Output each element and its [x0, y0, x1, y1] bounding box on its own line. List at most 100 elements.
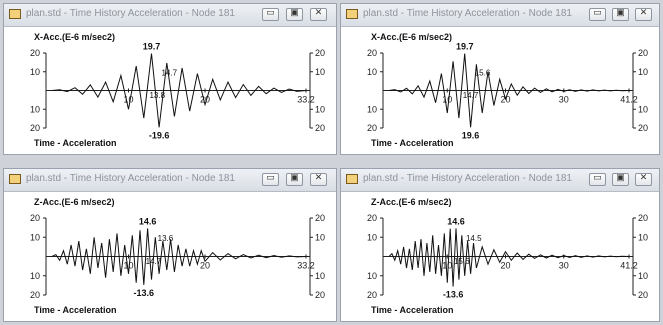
- x-tick-label: 30: [559, 95, 569, 105]
- chart-svg: X-Acc.(E-6 m/sec2) 20 10 10 20 20 10 10 20 10 20 33…: [30, 32, 325, 148]
- close-icon: ✕: [639, 7, 648, 17]
- minimize-icon: ▭: [266, 172, 275, 182]
- window-titlebar[interactable]: plan.std - Time History Acceleration - N…: [341, 4, 659, 27]
- y-tick-label-right: 20: [315, 48, 325, 58]
- x-axis-label: Time - Acceleration: [34, 305, 117, 315]
- minimize-button[interactable]: ▭: [589, 7, 606, 21]
- close-button[interactable]: ✕: [310, 172, 327, 186]
- minimize-button[interactable]: ▭: [262, 172, 279, 186]
- chart-svg: Z-Acc.(E-6 m/sec2) 20 10 10 20 20 10 10 20 10 20 30…: [367, 197, 648, 315]
- maximize-button[interactable]: ▣: [286, 172, 303, 186]
- y-tick-label-right: 10: [638, 104, 648, 114]
- app-icon: [346, 174, 358, 184]
- chart-window-z-acc-1: plan.std - Time History Acceleration - N…: [3, 168, 337, 322]
- y-tick-label-left: 20: [30, 213, 40, 223]
- peak-min-label: -13.6: [134, 288, 155, 298]
- window-titlebar[interactable]: plan.std - Time History Acceleration - N…: [4, 4, 336, 27]
- x-tick-label: 33.2: [297, 95, 315, 105]
- y-tick-label-left: 10: [30, 232, 40, 242]
- maximize-button[interactable]: ▣: [612, 7, 629, 21]
- x-axis-label: Time - Acceleration: [34, 138, 117, 148]
- peak-min-label: 19.6: [462, 130, 480, 140]
- close-icon: ✕: [639, 172, 648, 182]
- y-tick-label-left: 10: [367, 104, 377, 114]
- maximize-icon: ▣: [616, 172, 625, 182]
- chart-title: Z-Acc.(E-6 m/sec2): [371, 197, 452, 207]
- app-icon: [9, 174, 21, 184]
- peak-max-label: 14.6: [447, 216, 465, 226]
- app-icon: [9, 9, 21, 19]
- x-tick-label: 10: [123, 261, 133, 271]
- peak-max-label: 19.7: [143, 42, 161, 52]
- x-axis-label: Time - Acceleration: [371, 305, 454, 315]
- window-title: plan.std - Time History Acceleration - N…: [26, 8, 235, 19]
- chart-area: X-Acc.(E-6 m/sec2) 20 10 10 20 20 10 10 20 10 20 30…: [341, 27, 659, 154]
- y-tick-label-left: 20: [30, 48, 40, 58]
- x-tick-label: 30: [559, 261, 569, 271]
- y-tick-label-left: 10: [30, 271, 40, 281]
- chart-svg: Z-Acc.(E-6 m/sec2) 20 10 10 20 20 10 10 20 10 20 33…: [30, 197, 325, 315]
- x-axis-label: Time - Acceleration: [371, 138, 454, 148]
- y-tick-label-right: 20: [638, 213, 648, 223]
- minimize-button[interactable]: ▭: [589, 172, 606, 186]
- peak-min-label: -19.6: [149, 130, 170, 140]
- window-title: plan.std - Time History Acceleration - N…: [363, 173, 572, 184]
- minimize-icon: ▭: [593, 172, 602, 182]
- y-tick-label-left: 20: [367, 213, 377, 223]
- x-tick-label: 20: [500, 261, 510, 271]
- inner-value-label: 14.7: [161, 69, 177, 78]
- y-tick-label-left: 10: [30, 104, 40, 114]
- x-tick-label: 41.2: [620, 261, 638, 271]
- y-tick-label-right: 10: [638, 232, 648, 242]
- maximize-icon: ▣: [290, 7, 299, 17]
- y-tick-label-left: 20: [30, 123, 40, 133]
- close-icon: ✕: [314, 7, 323, 17]
- inner-value-label: 14.7: [463, 91, 479, 100]
- y-tick-label-right: 10: [315, 232, 325, 242]
- x-tick-label: 33.2: [297, 261, 315, 271]
- y-tick-label-right: 10: [638, 271, 648, 281]
- window-titlebar[interactable]: plan.std - Time History Acceleration - N…: [341, 169, 659, 192]
- y-tick-label-right: 10: [315, 271, 325, 281]
- maximize-button[interactable]: ▣: [286, 7, 303, 21]
- x-tick-label: 10: [442, 261, 452, 271]
- chart-window-z-acc-2: plan.std - Time History Acceleration - N…: [340, 168, 660, 322]
- y-tick-label-left: 10: [367, 67, 377, 77]
- y-tick-label-left: 20: [367, 290, 377, 300]
- y-tick-label-right: 10: [315, 104, 325, 114]
- y-tick-label-left: 10: [367, 232, 377, 242]
- chart-window-x-acc-2: plan.std - Time History Acceleration - N…: [340, 3, 660, 155]
- close-button[interactable]: ✕: [310, 7, 327, 21]
- y-tick-label-right: 10: [638, 67, 648, 77]
- y-tick-label-left: 20: [367, 123, 377, 133]
- inner-value-label: 15.6: [454, 257, 470, 266]
- y-tick-label-right: 10: [315, 67, 325, 77]
- series-line: [51, 53, 307, 128]
- y-tick-label-right: 20: [315, 123, 325, 133]
- peak-max-label: 19.7: [456, 42, 474, 52]
- peak-max-label: 14.6: [139, 216, 157, 226]
- x-tick-label: 10: [442, 95, 452, 105]
- inner-value-label: 14.7: [146, 257, 162, 266]
- y-tick-label-left: 20: [367, 48, 377, 58]
- x-tick-label: 41.2: [620, 95, 638, 105]
- inner-value-label: 14.5: [466, 234, 482, 243]
- minimize-button[interactable]: ▭: [262, 7, 279, 21]
- x-tick-label: 10: [123, 95, 133, 105]
- chart-area: Z-Acc.(E-6 m/sec2) 20 10 10 20 20 10 10 20 10 20 30…: [341, 192, 659, 321]
- close-button[interactable]: ✕: [635, 172, 652, 186]
- series-line: [388, 228, 630, 287]
- chart-window-x-acc-1: plan.std - Time History Acceleration - N…: [3, 3, 337, 155]
- chart-title: Z-Acc.(E-6 m/sec2): [34, 197, 115, 207]
- window-titlebar[interactable]: plan.std - Time History Acceleration - N…: [4, 169, 336, 192]
- inner-value-label: 13.8: [149, 91, 165, 100]
- y-tick-label-left: 10: [30, 67, 40, 77]
- maximize-button[interactable]: ▣: [612, 172, 629, 186]
- chart-title: X-Acc.(E-6 m/sec2): [371, 32, 452, 42]
- close-icon: ✕: [314, 172, 323, 182]
- y-tick-label-right: 20: [315, 290, 325, 300]
- y-tick-label-right: 20: [638, 123, 648, 133]
- close-button[interactable]: ✕: [635, 7, 652, 21]
- y-tick-label-right: 20: [638, 290, 648, 300]
